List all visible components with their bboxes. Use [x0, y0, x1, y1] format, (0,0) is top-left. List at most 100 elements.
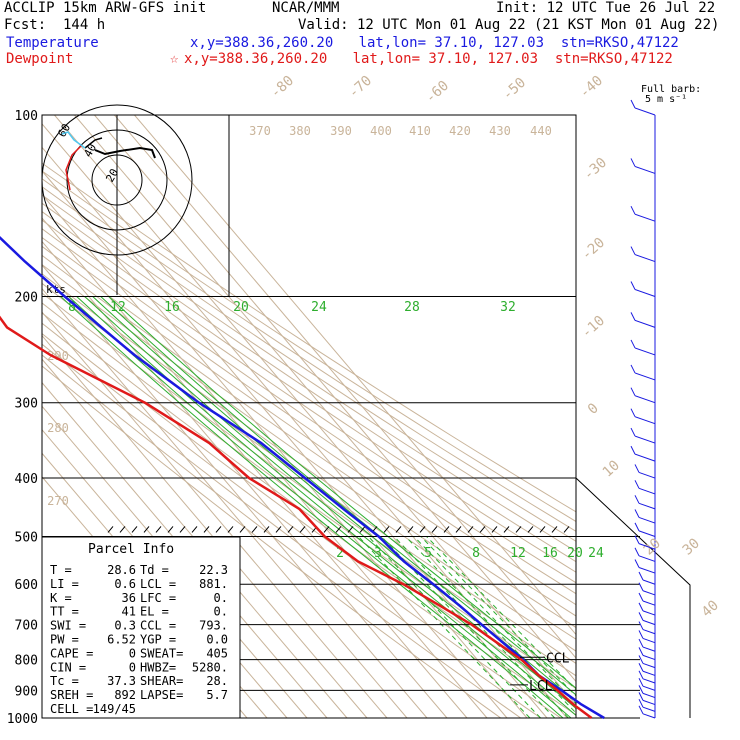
wind-barb	[638, 530, 656, 537]
theta-label: 400	[370, 124, 392, 138]
parcel-info-label: TT =	[50, 605, 79, 619]
hatch-mark	[527, 526, 534, 533]
isotherm-line	[42, 264, 428, 718]
dry-adiabat-line	[42, 170, 576, 523]
isotherm-line	[42, 334, 368, 718]
parcel-info-label: CAPE =	[50, 646, 93, 660]
pressure-tick-label: 600	[15, 578, 38, 593]
isotherm-line	[42, 170, 508, 718]
dry-adiabat-line	[42, 236, 576, 606]
hatch-mark	[551, 526, 558, 533]
wind-barb	[634, 107, 656, 116]
wind-barb-flag	[630, 339, 636, 349]
wind-barb-flag	[634, 480, 640, 489]
dry-adiabat-line	[42, 302, 576, 690]
hodograph-ring	[91, 154, 143, 206]
wind-barb	[638, 555, 656, 562]
pressure-tick-label: 1000	[7, 712, 38, 727]
model-title: ACCLIP 15km ARW-GFS init	[4, 0, 207, 16]
wind-barb-flag	[638, 685, 644, 694]
temperature-location: x,y=388.36,260.20 lat,lon= 37.10, 127.03…	[190, 35, 679, 51]
ccl-label: CCL	[546, 651, 570, 666]
mixing-ratio-label: 20	[567, 546, 583, 561]
parcel-info-value: 0.0	[206, 633, 228, 647]
parcel-info-value: 149/45	[93, 702, 136, 716]
wind-barb	[634, 165, 656, 174]
pressure-tick-label: 100	[15, 109, 38, 124]
parcel-info-label: K =	[50, 591, 72, 605]
dry-adiabat-line	[42, 162, 576, 513]
hatch-mark	[203, 526, 210, 533]
wind-barb	[638, 567, 656, 574]
wind-barb	[642, 600, 656, 606]
parcel-info-label: SWI =	[50, 619, 86, 633]
isotherm-line	[134, 115, 576, 636]
wind-barb	[642, 662, 656, 669]
parcel-info-value: 37.3	[107, 674, 136, 688]
temperature-legend: Temperature	[6, 35, 99, 51]
parcel-info-value: 892	[114, 688, 136, 702]
moist-adiabat-label: 28	[404, 300, 420, 315]
parcel-info-value: 793.	[199, 619, 228, 633]
isotherm-label: -70	[346, 73, 376, 102]
parcel-info-label: YGP =	[140, 633, 176, 647]
dry-adiabat-line	[42, 292, 576, 677]
isotherm-label: -40	[577, 73, 607, 102]
parcel-info-label: LCL =	[140, 577, 176, 591]
parcel-info-value: 0.	[214, 591, 228, 605]
hatch-mark	[107, 526, 114, 533]
pressure-tick-label: 400	[15, 472, 38, 487]
wind-barb	[634, 416, 656, 425]
hatch-mark	[263, 526, 270, 533]
dry-adiabat-line	[42, 354, 521, 718]
dry-adiabat-line	[42, 228, 576, 595]
grid-lines	[42, 115, 576, 718]
wind-barb	[638, 543, 656, 550]
hatch-mark	[239, 526, 246, 533]
parcel-info-label: SWEAT=	[140, 646, 183, 660]
mixing-ratio-label: 3	[374, 546, 382, 561]
parcel-info-value: 0	[129, 660, 136, 674]
wind-barb	[638, 516, 656, 524]
isotherm-line	[42, 358, 348, 718]
wind-barb	[642, 619, 656, 626]
parcel-info-value: 41	[122, 605, 136, 619]
hatch-mark	[419, 526, 426, 533]
parcel-info-value: 28.6	[107, 563, 136, 577]
theta-label: 410	[409, 124, 431, 138]
wind-barb	[642, 692, 656, 699]
isotherm-label: -20	[579, 235, 609, 264]
wind-barb	[634, 453, 656, 462]
pressure-tick-label: 900	[15, 684, 38, 699]
isotherm-line	[74, 115, 576, 706]
wind-barb-flag	[638, 670, 644, 680]
isotherm-label: -80	[268, 73, 298, 102]
hodograph-ring-label: 40	[81, 142, 99, 160]
wind-barb	[638, 487, 656, 495]
parcel-info-value: 0.6	[114, 577, 136, 591]
wind-barb-flag	[638, 692, 644, 701]
hatch-mark	[455, 526, 462, 533]
pressure-tick-label: 300	[15, 397, 38, 412]
wind-barb-flag	[630, 158, 636, 167]
wind-barb-flag	[630, 387, 636, 396]
hodograph-low-segment	[65, 144, 83, 191]
wind-barb-flag	[630, 408, 636, 417]
dewpoint-location: x,y=388.36,260.20 lat,lon= 37.10, 127.03…	[184, 51, 673, 67]
valid-time: Valid: 12 UTC Mon 01 Aug 22 (21 KST Mon …	[298, 17, 720, 33]
hatch-mark	[323, 526, 330, 533]
theta-label: 280	[47, 421, 69, 435]
isotherm-line	[94, 115, 576, 683]
wind-barb-flag	[638, 602, 644, 612]
dry-adiabat-line	[42, 186, 576, 542]
moist-adiabat-label: 12	[110, 300, 126, 315]
dry-adiabat-line	[42, 194, 576, 552]
wind-barb-flag	[634, 535, 640, 544]
wind-barb	[634, 254, 656, 263]
init-time: Init: 12 UTC Tue 26 Jul 22	[496, 0, 716, 16]
wind-barb	[642, 637, 656, 644]
dry-adiabat-line	[42, 365, 501, 718]
hodograph-mid-segment	[84, 137, 103, 149]
wind-barb	[642, 629, 656, 635]
